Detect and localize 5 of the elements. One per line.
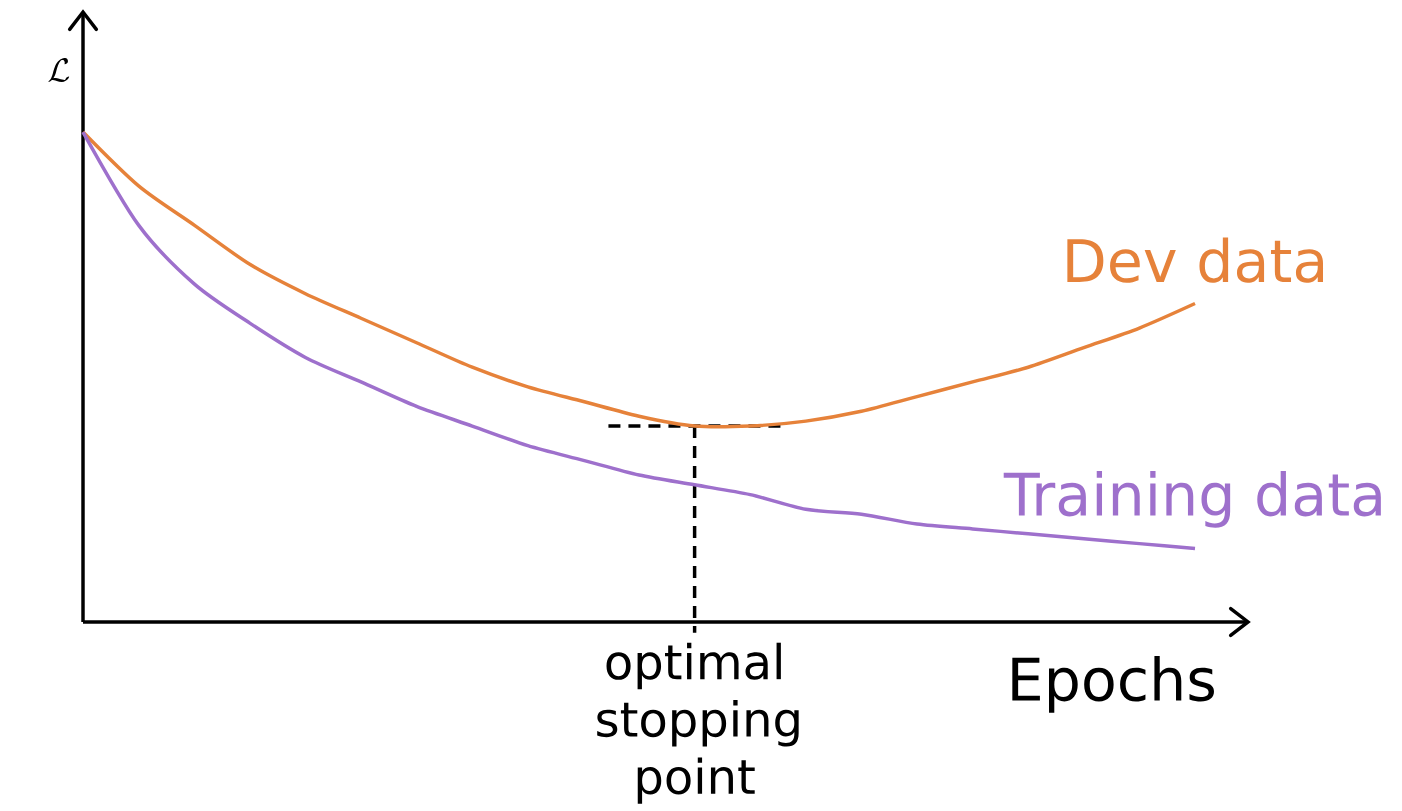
series-label: Training data xyxy=(1003,471,1381,528)
y-axis-title: $\mathcal{L}$ xyxy=(48,57,70,83)
series-label: Dev data xyxy=(1067,237,1324,283)
text: optimal stopping point xyxy=(597,642,799,804)
x-axis-title: Epochs xyxy=(1012,656,1214,713)
